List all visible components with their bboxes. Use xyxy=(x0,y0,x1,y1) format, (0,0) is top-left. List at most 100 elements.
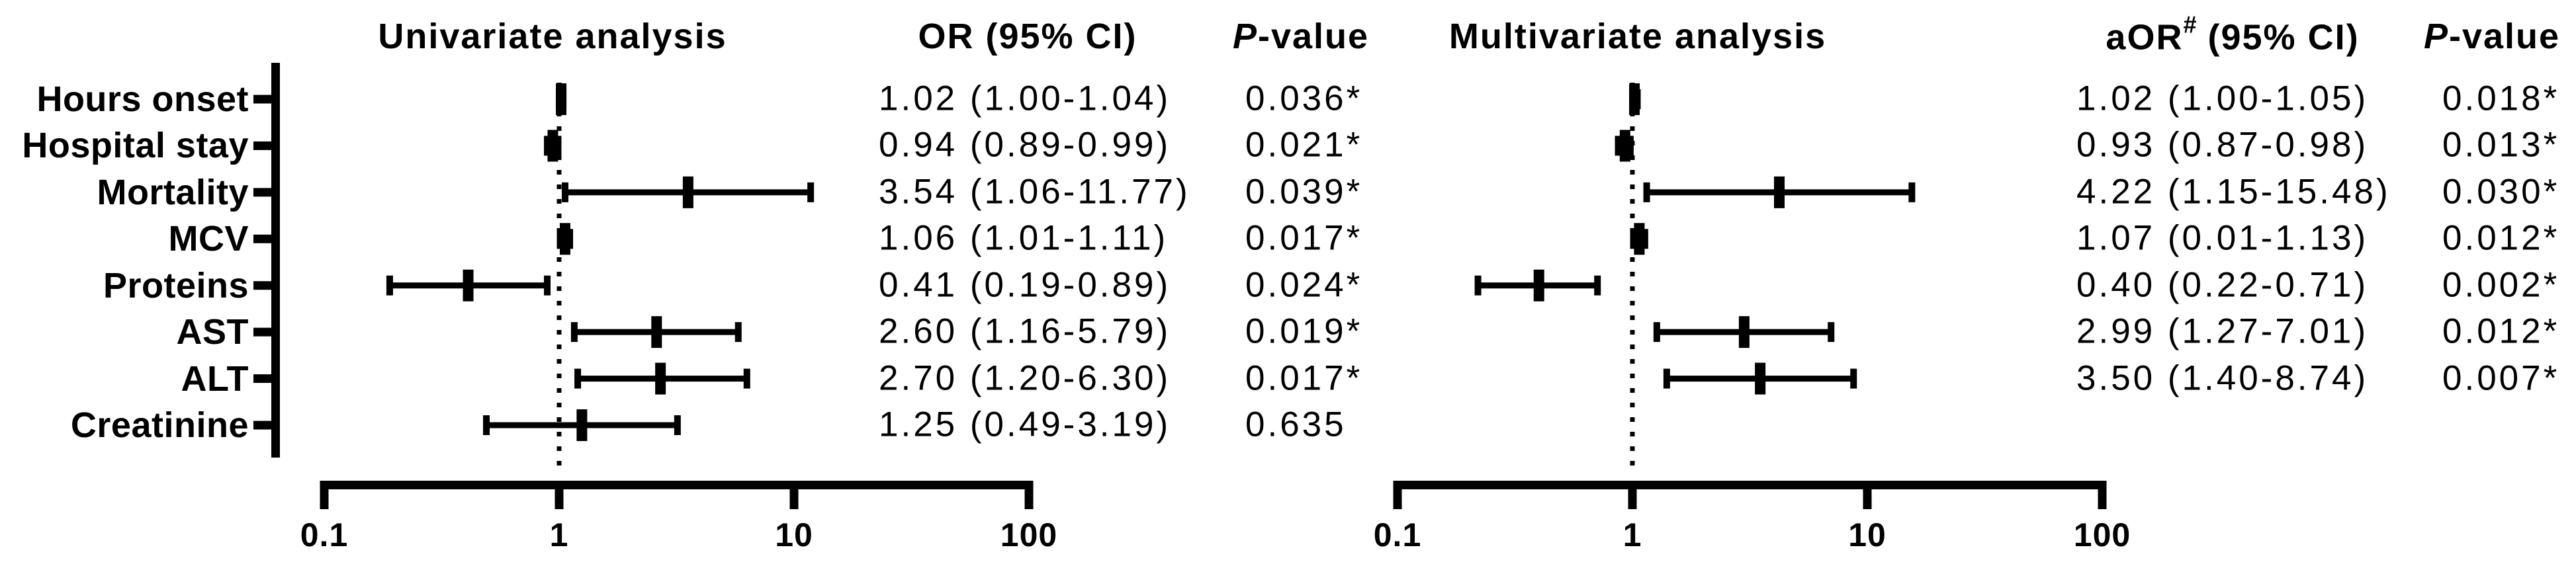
or-marker xyxy=(1629,83,1640,115)
ci-cap-high xyxy=(734,322,742,343)
error-bar-mcv xyxy=(1630,223,1648,255)
ci-cap-low xyxy=(1474,275,1482,296)
ci-cap-high xyxy=(674,415,681,436)
error-bar-mortality xyxy=(1643,176,1916,208)
x-axis-tick xyxy=(1628,489,1637,509)
error-bar-proteins xyxy=(1474,269,1601,302)
row-label-hospital-stay: Hospital stay xyxy=(22,126,249,166)
or-ci-value: 1.02 (1.00-1.05) xyxy=(2076,79,2369,118)
x-axis-tick-label: 0.1 xyxy=(300,516,349,553)
or-marker xyxy=(682,176,693,208)
ci-cap-low xyxy=(570,322,578,343)
p-value: 0.012* xyxy=(2442,218,2560,258)
or-marker xyxy=(1533,269,1544,302)
x-axis-tick xyxy=(789,489,799,509)
p-value: 0.002* xyxy=(2442,264,2560,304)
y-axis-row-tick xyxy=(253,188,273,197)
x-axis-line xyxy=(320,481,1034,489)
multivariate-panel xyxy=(1393,83,2107,509)
p-value: 0.013* xyxy=(2442,125,2560,165)
y-axis-row-tick xyxy=(253,421,273,430)
row-label-ast: AST xyxy=(176,312,249,352)
row-label-hours-onset: Hours onset xyxy=(36,79,249,119)
x-axis-tick xyxy=(1024,489,1034,509)
multivariate-title: Multivariate analysis xyxy=(1448,17,1827,56)
univariate-panel xyxy=(253,63,1034,509)
error-bar-proteins xyxy=(386,269,551,302)
p-value: 0.030* xyxy=(2442,172,2560,212)
ci-cap-high xyxy=(1594,275,1601,296)
error-bar-ast xyxy=(570,316,742,348)
ci-cap-high xyxy=(1908,182,1916,202)
ci-cap-high xyxy=(743,368,750,389)
p-value: 0.018* xyxy=(2442,79,2560,118)
error-bar-hours-onset xyxy=(1629,83,1641,115)
y-axis-row-tick xyxy=(253,281,273,290)
x-axis-line xyxy=(1393,481,2107,489)
error-bar-ast xyxy=(1653,316,1835,348)
y-axis-row-tick xyxy=(253,234,273,243)
or-ci-value: 0.41 (0.19-0.89) xyxy=(879,264,1171,304)
p-rest: -value xyxy=(1257,17,1370,56)
or-marker xyxy=(556,83,567,115)
row-label-mortality: Mortality xyxy=(97,172,249,212)
ci-cap-high xyxy=(1850,368,1857,389)
ci-cap-low xyxy=(574,368,582,389)
ci-cap-low xyxy=(561,182,568,202)
or-marker xyxy=(651,316,662,348)
x-axis-tick xyxy=(1393,489,1402,509)
row-label-alt: ALT xyxy=(181,358,249,399)
or-marker xyxy=(1755,362,1766,395)
error-bar-alt xyxy=(1663,362,1857,395)
or-ci-value: 1.06 (1.01-1.11) xyxy=(879,218,1169,258)
or-ci-value: 1.02 (1.00-1.04) xyxy=(879,79,1171,118)
or-marker xyxy=(1773,176,1785,208)
p-value: 0.017* xyxy=(1245,218,1363,258)
y-axis-row-tick xyxy=(253,95,273,104)
y-axis-row-tick xyxy=(253,374,273,384)
or-ci-value: 3.54 (1.06-11.77) xyxy=(879,172,1190,212)
error-bar-mcv xyxy=(556,223,574,255)
x-axis-tick-label: 1 xyxy=(1622,516,1642,553)
error-bar-hospital-stay xyxy=(544,130,562,162)
row-label-proteins: Proteins xyxy=(103,265,249,305)
p-value-column-header-multivariate: P-value xyxy=(2424,16,2560,57)
aor-superscript: # xyxy=(2183,11,2197,38)
p-italic: P xyxy=(2423,17,2449,56)
ci-cap-low xyxy=(1663,368,1670,389)
or-marker xyxy=(655,362,666,395)
p-value: 0.036* xyxy=(1245,79,1363,118)
x-axis-tick-label: 0.1 xyxy=(1373,516,1422,553)
ci-cap-high xyxy=(1626,136,1634,156)
x-axis-tick xyxy=(2098,489,2107,509)
error-bar-mortality xyxy=(561,176,815,208)
y-axis-row-tick xyxy=(253,327,273,337)
row-label-creatinine: Creatinine xyxy=(70,405,249,445)
x-axis-tick xyxy=(1863,489,1872,509)
p-value: 0.019* xyxy=(1245,311,1363,351)
or-marker xyxy=(1634,223,1645,255)
p-value: 0.039* xyxy=(1245,172,1363,212)
or-ci-value: 1.25 (0.49-3.19) xyxy=(879,405,1171,444)
ci-cap-low xyxy=(544,136,551,156)
or-marker xyxy=(547,130,558,162)
aor-ci-column-header: aOR# (95% CI) xyxy=(2106,11,2359,58)
or-ci-value: 2.99 (1.27-7.01) xyxy=(2076,311,2369,351)
or-marker xyxy=(1738,316,1750,348)
y-axis-spine xyxy=(271,63,280,458)
x-axis-tick xyxy=(320,489,329,509)
or-ci-value: 4.22 (1.15-15.48) xyxy=(2076,172,2391,212)
p-value: 0.635 xyxy=(1245,405,1347,444)
or-ci-value: 2.60 (1.16-5.79) xyxy=(879,311,1171,351)
or-ci-value: 0.93 (0.87-0.98) xyxy=(2076,125,2369,165)
or-marker xyxy=(463,269,474,302)
ci-cap-low xyxy=(386,275,393,296)
p-value: 0.017* xyxy=(1245,358,1363,397)
ci-cap-high xyxy=(1641,229,1648,249)
error-bar-creatinine xyxy=(483,409,681,442)
y-axis-row-tick xyxy=(253,141,273,150)
or-ci-value: 0.94 (0.89-0.99) xyxy=(879,125,1171,165)
x-axis-tick-label: 100 xyxy=(2073,516,2131,553)
